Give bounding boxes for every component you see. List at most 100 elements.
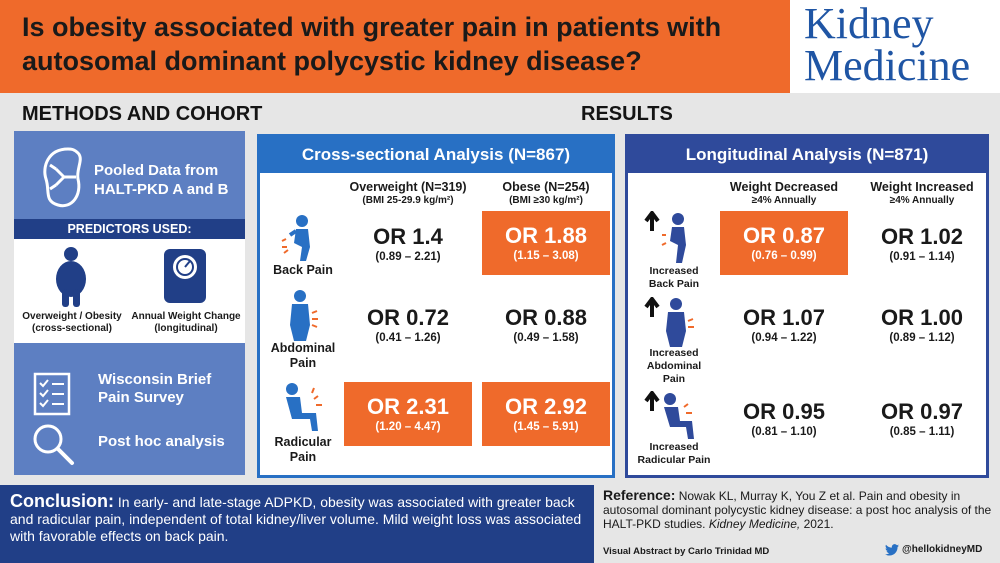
abdominal-pain-label: Abdominal Pain [266, 341, 340, 371]
increased-radicular-pain-label: Increased Radicular Pain [630, 441, 718, 467]
overweight-bmi: (BMI 25-29.9 kg/m²) [362, 195, 454, 206]
obese-bmi: (BMI ≥30 kg/m²) [509, 195, 583, 206]
overweight-title: Overweight (N=319) [349, 180, 467, 194]
long-increased-abdominal-cell: OR 1.00 (0.89 – 1.12) [858, 295, 986, 355]
longitudinal-panel: Longitudinal Analysis (N=871) Weight Dec… [625, 134, 989, 478]
cross-obese-back-cell: OR 1.88 (1.15 – 3.08) [482, 211, 610, 275]
cross-obese-radicular-ci: (1.45 – 5.91) [513, 421, 579, 433]
weight-decreased-column-header: Weight Decreased ≥4% Annually [720, 179, 848, 207]
page-title: Is obesity associated with greater pain … [22, 12, 722, 76]
logo-line-2: Medicine [804, 41, 971, 90]
increased-radicular-pain-line1: Increased [649, 441, 699, 453]
cross-obese-abdominal-cell: OR 0.88 (0.49 – 1.58) [482, 295, 610, 355]
increased-abdominal-pain-line1: Increased [649, 347, 699, 359]
reference-journal: Kidney Medicine, [708, 517, 801, 531]
conclusion-label: Conclusion: [10, 491, 114, 511]
long-increased-abdominal-ci: (0.89 – 1.12) [889, 332, 955, 344]
journal-logo[interactable]: Kidney Medicine [790, 0, 1000, 93]
abdominal-pain-icon [290, 290, 318, 341]
header-banner: Is obesity associated with greater pain … [0, 0, 790, 93]
long-increased-abdominal-or: OR 1.00 [881, 305, 963, 330]
obese-title: Obese (N=254) [502, 180, 590, 194]
cross-obese-radicular-or: OR 2.92 [505, 394, 587, 419]
predictor-weight-label: Annual Weight Change (longitudinal) [130, 311, 242, 335]
increased-abdominal-pain-icon [644, 297, 694, 347]
results-title: RESULTS [581, 103, 673, 125]
reference-text: Nowak KL, Murray K, You Z et al. Pain an… [603, 489, 992, 531]
radicular-pain-icon [286, 383, 322, 431]
long-decreased-radicular-cell: OR 0.95 (0.81 – 1.10) [720, 389, 848, 449]
pooled-data-text: Pooled Data from HALT-PKD A and B [94, 162, 229, 198]
radicular-pain-label: Radicular Pain [266, 435, 340, 465]
posthoc-text: Post hoc analysis [98, 433, 225, 450]
cross-overweight-back-or: OR 1.4 [373, 224, 443, 249]
cross-overweight-abdominal-or: OR 0.72 [367, 305, 449, 330]
predictors-box: Overweight / Obesity (cross-sectional) A… [14, 239, 245, 343]
increased-back-pain-line1: Increased [649, 265, 699, 277]
long-increased-back-ci: (0.91 – 1.14) [889, 251, 955, 263]
reference-year: 2021. [803, 517, 834, 531]
long-decreased-radicular-or: OR 0.95 [743, 399, 825, 424]
obese-column-header: Obese (N=254) (BMI ≥30 kg/m²) [482, 179, 610, 207]
long-increased-back-or: OR 1.02 [881, 224, 963, 249]
reference-block: Reference: Nowak KL, Murray K, You Z et … [603, 488, 996, 531]
long-decreased-abdominal-ci: (0.94 – 1.22) [751, 332, 817, 344]
long-decreased-abdominal-cell: OR 1.07 (0.94 – 1.22) [720, 295, 848, 355]
credit-text: Visual Abstract by Carlo Trinidad MD [603, 546, 770, 557]
cross-obese-radicular-cell: OR 2.92 (1.45 – 5.91) [482, 382, 610, 446]
increased-radicular-pain-icon [644, 391, 694, 439]
increased-radicular-pain-line2: Radicular Pain [637, 454, 711, 466]
abdominal-pain-line2: Pain [289, 356, 317, 370]
predictors-heading: PREDICTORS USED: [14, 219, 245, 239]
long-increased-radicular-or: OR 0.97 [881, 399, 963, 424]
weight-increased-column-header: Weight Increased ≥4% Annually [858, 179, 986, 207]
cross-sectional-panel: Cross-sectional Analysis (N=867) Overwei… [257, 134, 615, 478]
cross-overweight-abdominal-ci: (0.41 – 1.26) [375, 332, 441, 344]
weight-decreased-sub: ≥4% Annually [751, 195, 817, 206]
back-pain-icon [281, 215, 310, 261]
weight-increased-title: Weight Increased [870, 180, 974, 194]
twitter-handle[interactable]: @hellokidneyMD [902, 544, 983, 555]
back-pain-label: Back Pain [273, 263, 333, 277]
obese-person-icon [56, 247, 86, 307]
reference-label: Reference: [603, 487, 676, 503]
cross-obese-abdominal-or: OR 0.88 [505, 305, 587, 330]
scale-icon [164, 249, 206, 303]
cross-overweight-back-ci: (0.89 – 2.21) [375, 251, 441, 263]
cross-sectional-title: Cross-sectional Analysis (N=867) [260, 137, 612, 173]
long-decreased-back-or: OR 0.87 [743, 223, 825, 248]
increased-back-pain-line2: Back Pain [648, 278, 700, 290]
cross-obese-abdominal-ci: (0.49 – 1.58) [513, 332, 579, 344]
radicular-pain-line1: Radicular [274, 435, 332, 449]
predictor-obesity-line2: (cross-sectional) [31, 323, 113, 334]
increased-abdominal-pain-line3: Pain [662, 373, 686, 385]
conclusion-text: In early- and late-stage ADPKD, obesity … [10, 494, 582, 544]
long-increased-radicular-ci: (0.85 – 1.11) [889, 426, 955, 438]
increased-back-pain-label: Increased Back Pain [632, 265, 716, 291]
cross-overweight-back-cell: OR 1.4 (0.89 – 2.21) [344, 214, 472, 274]
increased-back-pain-icon [644, 211, 686, 263]
weight-decreased-title: Weight Decreased [729, 180, 839, 194]
kidney-icon [43, 147, 82, 208]
cross-overweight-radicular-cell: OR 2.31 (1.20 – 4.47) [344, 382, 472, 446]
radicular-pain-line2: Pain [289, 450, 317, 464]
overweight-column-header: Overweight (N=319) (BMI 25-29.9 kg/m²) [344, 179, 472, 207]
list-icon [33, 372, 71, 416]
methods-title: METHODS AND COHORT [22, 103, 263, 125]
increased-abdominal-pain-label: Increased Abdominal Pain [632, 347, 716, 386]
longitudinal-title: Longitudinal Analysis (N=871) [628, 137, 986, 173]
magnifier-icon [33, 424, 74, 465]
predictor-weight-line2: (longitudinal) [154, 323, 218, 334]
long-increased-radicular-cell: OR 0.97 (0.85 – 1.11) [858, 389, 986, 449]
long-increased-back-cell: OR 1.02 (0.91 – 1.14) [858, 214, 986, 274]
twitter-icon[interactable] [885, 544, 899, 556]
weight-increased-sub: ≥4% Annually [889, 195, 955, 206]
long-decreased-back-cell: OR 0.87 (0.76 – 0.99) [720, 211, 848, 275]
conclusion-box: Conclusion: In early- and late-stage ADP… [0, 485, 594, 563]
long-decreased-radicular-ci: (0.81 – 1.10) [751, 426, 817, 438]
cross-overweight-radicular-ci: (1.20 – 4.47) [375, 421, 441, 433]
cross-obese-back-ci: (1.15 – 3.08) [513, 250, 579, 262]
predictor-obesity-line1: Overweight / Obesity [22, 311, 122, 322]
logo-line-1: Kidney [804, 0, 934, 48]
predictor-obesity-label: Overweight / Obesity (cross-sectional) [16, 311, 128, 335]
